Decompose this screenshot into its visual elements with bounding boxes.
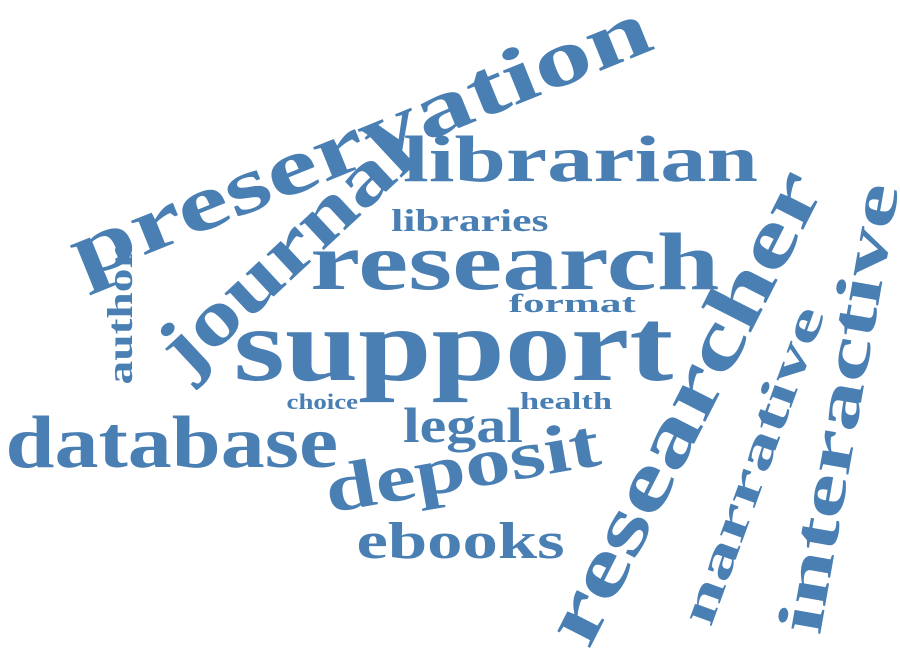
word-ebooks: ebooks [355, 513, 565, 570]
word-librarian: librarian [402, 123, 758, 196]
word-author: author [100, 247, 141, 385]
word-format: format [508, 289, 636, 318]
word-legal: legal [403, 397, 523, 453]
word-choice: choice [286, 389, 358, 414]
word-research: research [310, 216, 720, 307]
word-database: database [5, 402, 339, 484]
word-support: support [233, 288, 673, 403]
word-libraries: libraries [391, 202, 549, 238]
word-health: health [519, 389, 613, 415]
